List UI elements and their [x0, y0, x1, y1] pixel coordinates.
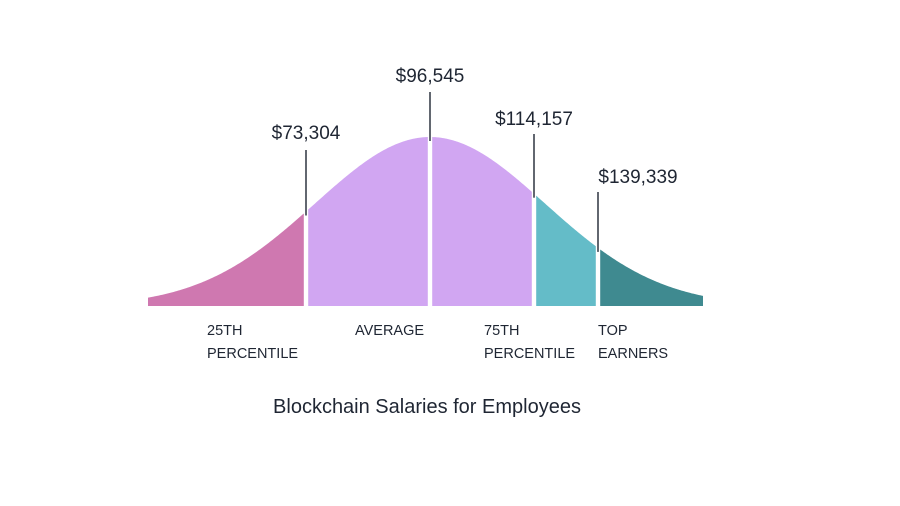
- curve-segments: [148, 137, 703, 306]
- curve-segment-1: [148, 213, 304, 306]
- category-label-2: AVERAGE: [355, 323, 424, 339]
- marker-value-label-3: $114,157: [495, 109, 573, 130]
- marker-value-label-4: $139,339: [598, 167, 677, 188]
- category-label-3: 75TH PERCENTILE: [484, 323, 575, 362]
- curve-segment-5: [600, 249, 703, 306]
- category-label-line: TOP: [598, 323, 628, 339]
- value-markers: $73,304 $96,545 $114,157 $139,339: [272, 66, 678, 252]
- marker-value-label-2: $96,545: [396, 66, 465, 87]
- category-label-4: TOP EARNERS: [598, 323, 668, 362]
- curve-segment-3: [432, 137, 532, 306]
- category-label-line: AVERAGE: [355, 323, 424, 339]
- curve-segment-2: [308, 137, 428, 306]
- marker-value-label-1: $73,304: [272, 123, 341, 144]
- category-label-1: 25TH PERCENTILE: [207, 323, 298, 362]
- category-labels: 25TH PERCENTILE AVERAGE 75TH PERCENTILE TOP EA…: [207, 323, 668, 362]
- chart-title: Blockchain Salaries for Employees: [273, 396, 581, 418]
- category-label-line: PERCENTILE: [207, 346, 298, 362]
- category-label-line: 25TH: [207, 323, 242, 339]
- category-label-line: 75TH: [484, 323, 519, 339]
- curve-segment-4: [536, 195, 596, 306]
- category-label-line: PERCENTILE: [484, 346, 575, 362]
- category-label-line: EARNERS: [598, 346, 668, 362]
